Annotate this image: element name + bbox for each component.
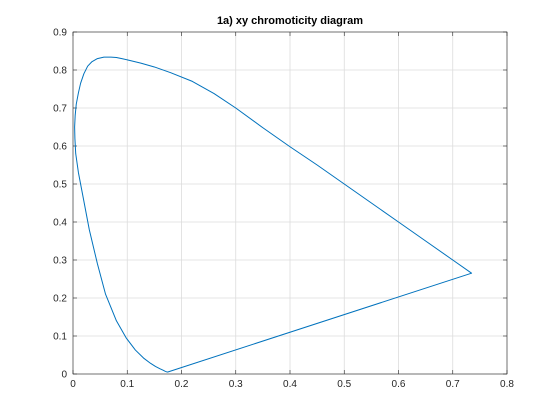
- x-tick-label: 0.7: [446, 379, 460, 390]
- grid-lines: [72, 31, 508, 375]
- y-tick-label: 0.7: [53, 104, 67, 115]
- y-tick-label: 0.1: [53, 332, 67, 343]
- x-tick-label: 0.5: [337, 379, 351, 390]
- x-tick-label: 0.1: [120, 379, 134, 390]
- x-tick-label: 0.6: [392, 379, 406, 390]
- series-layer: [74, 56, 473, 373]
- x-tick-label: 0.3: [229, 379, 243, 390]
- x-tick-label: 0: [70, 379, 76, 390]
- y-tick-label: 0.9: [53, 28, 67, 39]
- y-tick-label: 0: [61, 370, 67, 381]
- x-tick-label: 0.2: [175, 379, 189, 390]
- axis-ticks: 0 0.1 0.2 0.3 0.4 0.5 0.6 0.7 0.8 0 0.1 0.2 0.3 0.4 0.…: [53, 28, 514, 391]
- chart-title: 1a) xy chromoticity diagram: [217, 15, 363, 27]
- y-tick-label: 0.2: [53, 294, 67, 305]
- y-tick-label: 0.5: [53, 180, 67, 191]
- y-tick-label: 0.6: [53, 142, 67, 153]
- x-tick-label: 0.8: [500, 379, 514, 390]
- spectral-locus-line: [74, 56, 473, 373]
- y-tick-label: 0.3: [53, 256, 67, 267]
- x-tick-label: 0.4: [283, 379, 297, 390]
- y-tick-label: 0.8: [53, 66, 67, 77]
- y-tick-label: 0.4: [53, 218, 67, 229]
